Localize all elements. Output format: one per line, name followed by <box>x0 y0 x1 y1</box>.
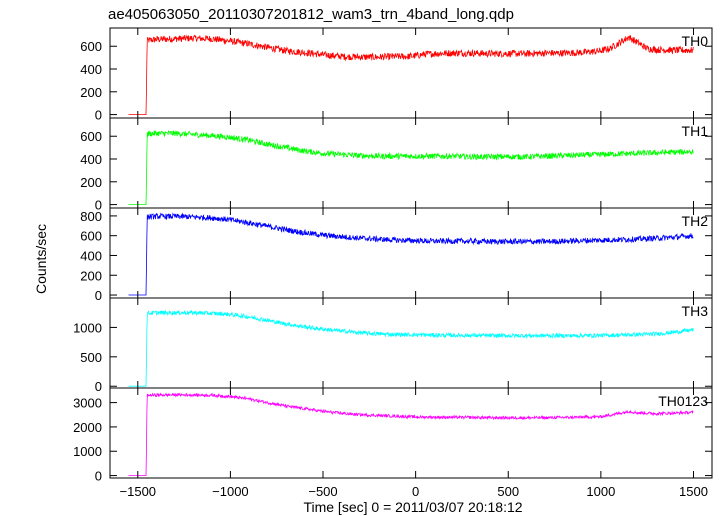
x-tick-label: 1000 <box>586 484 615 499</box>
y-tick-label: 3000 <box>73 396 102 411</box>
x-tick-label: 0 <box>412 484 419 499</box>
y-tick-label: 400 <box>80 152 102 167</box>
y-tick-label: 600 <box>80 129 102 144</box>
y-tick-label: 600 <box>80 229 102 244</box>
x-tick-label: −500 <box>308 484 337 499</box>
panel-label: TH2 <box>682 213 709 229</box>
series-th3 <box>128 309 694 387</box>
x-axis: −1500 −1000 −500 0 500 1000 1500 <box>120 484 708 499</box>
panel-th0: 0 200 400 600 TH0 <box>80 27 713 123</box>
panel-label: TH0 <box>682 33 709 49</box>
panel-th1: 0 200 400 600 TH1 <box>80 117 713 213</box>
series-th0123 <box>128 392 694 477</box>
y-tick-label: 0 <box>95 288 102 303</box>
y-tick-label: 0 <box>95 198 102 213</box>
x-tick-label: −1500 <box>120 484 157 499</box>
x-tick-label: 1500 <box>679 484 708 499</box>
panel-th2: 0 200 400 600 800 TH2 <box>80 207 713 303</box>
y-tick-label: 2000 <box>73 420 102 435</box>
x-tick-label: 500 <box>497 484 519 499</box>
y-tick-label: 200 <box>80 175 102 190</box>
y-tick-label: 200 <box>80 268 102 283</box>
panel-frame <box>109 27 713 119</box>
y-tick-label: 400 <box>80 62 102 77</box>
panel-frame <box>109 207 713 299</box>
y-tick-label: 600 <box>80 39 102 54</box>
panel-frame <box>109 297 713 389</box>
panels: 0 200 400 600 TH0 0 200 400 600 TH1 0 200 400 600 800 T… <box>73 27 713 484</box>
y-tick-label: 400 <box>80 248 102 263</box>
y-tick-label: 0 <box>95 379 102 394</box>
y-axis-label: Counts/sec <box>33 224 49 294</box>
series-th2 <box>128 212 694 296</box>
y-tick-label: 800 <box>80 209 102 224</box>
series-th0 <box>128 34 694 115</box>
panel-label: TH0123 <box>658 393 708 409</box>
panel-label: TH3 <box>682 303 709 319</box>
panel-frame <box>109 117 713 209</box>
y-tick-label: 0 <box>95 108 102 123</box>
y-tick-label: 0 <box>95 469 102 484</box>
chart-title: ae405063050_20110307201812_wam3_trn_4ban… <box>108 6 514 23</box>
panel-label: TH1 <box>682 123 709 139</box>
panel-frame <box>109 387 713 479</box>
panel-th0123: 0 1000 2000 3000 TH0123 <box>73 387 713 484</box>
x-tick-label: −1000 <box>212 484 249 499</box>
y-tick-label: 1000 <box>73 444 102 459</box>
y-tick-label: 200 <box>80 85 102 100</box>
x-axis-label: Time [sec] 0 = 2011/03/07 20:18:12 <box>303 499 522 515</box>
y-tick-label: 500 <box>80 350 102 365</box>
y-tick-label: 1000 <box>73 320 102 335</box>
panel-th3: 0 500 1000 TH3 <box>73 297 713 394</box>
series-th1 <box>128 129 694 206</box>
